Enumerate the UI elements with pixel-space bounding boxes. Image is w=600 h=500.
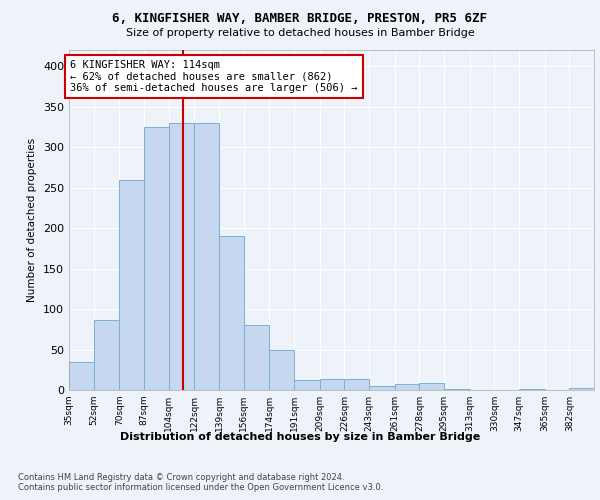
Bar <box>144 127 169 390</box>
Bar <box>569 388 594 390</box>
Bar <box>169 123 194 390</box>
Y-axis label: Number of detached properties: Number of detached properties <box>28 138 37 302</box>
Bar <box>294 380 320 390</box>
Bar <box>69 362 94 390</box>
Bar <box>419 382 444 390</box>
Bar <box>320 380 344 390</box>
Bar <box>519 389 545 390</box>
Bar <box>219 236 244 390</box>
Bar <box>244 325 269 390</box>
Text: Contains HM Land Registry data © Crown copyright and database right 2024.
Contai: Contains HM Land Registry data © Crown c… <box>18 472 383 492</box>
Bar <box>344 380 369 390</box>
Text: Distribution of detached houses by size in Bamber Bridge: Distribution of detached houses by size … <box>120 432 480 442</box>
Bar <box>194 123 219 390</box>
Bar <box>369 386 395 390</box>
Text: 6 KINGFISHER WAY: 114sqm
← 62% of detached houses are smaller (862)
36% of semi-: 6 KINGFISHER WAY: 114sqm ← 62% of detach… <box>70 60 358 93</box>
Bar <box>395 384 419 390</box>
Bar <box>269 350 294 390</box>
Bar <box>444 389 470 390</box>
Text: 6, KINGFISHER WAY, BAMBER BRIDGE, PRESTON, PR5 6ZF: 6, KINGFISHER WAY, BAMBER BRIDGE, PRESTO… <box>113 12 487 26</box>
Bar <box>94 320 119 390</box>
Bar <box>119 180 144 390</box>
Text: Size of property relative to detached houses in Bamber Bridge: Size of property relative to detached ho… <box>125 28 475 38</box>
